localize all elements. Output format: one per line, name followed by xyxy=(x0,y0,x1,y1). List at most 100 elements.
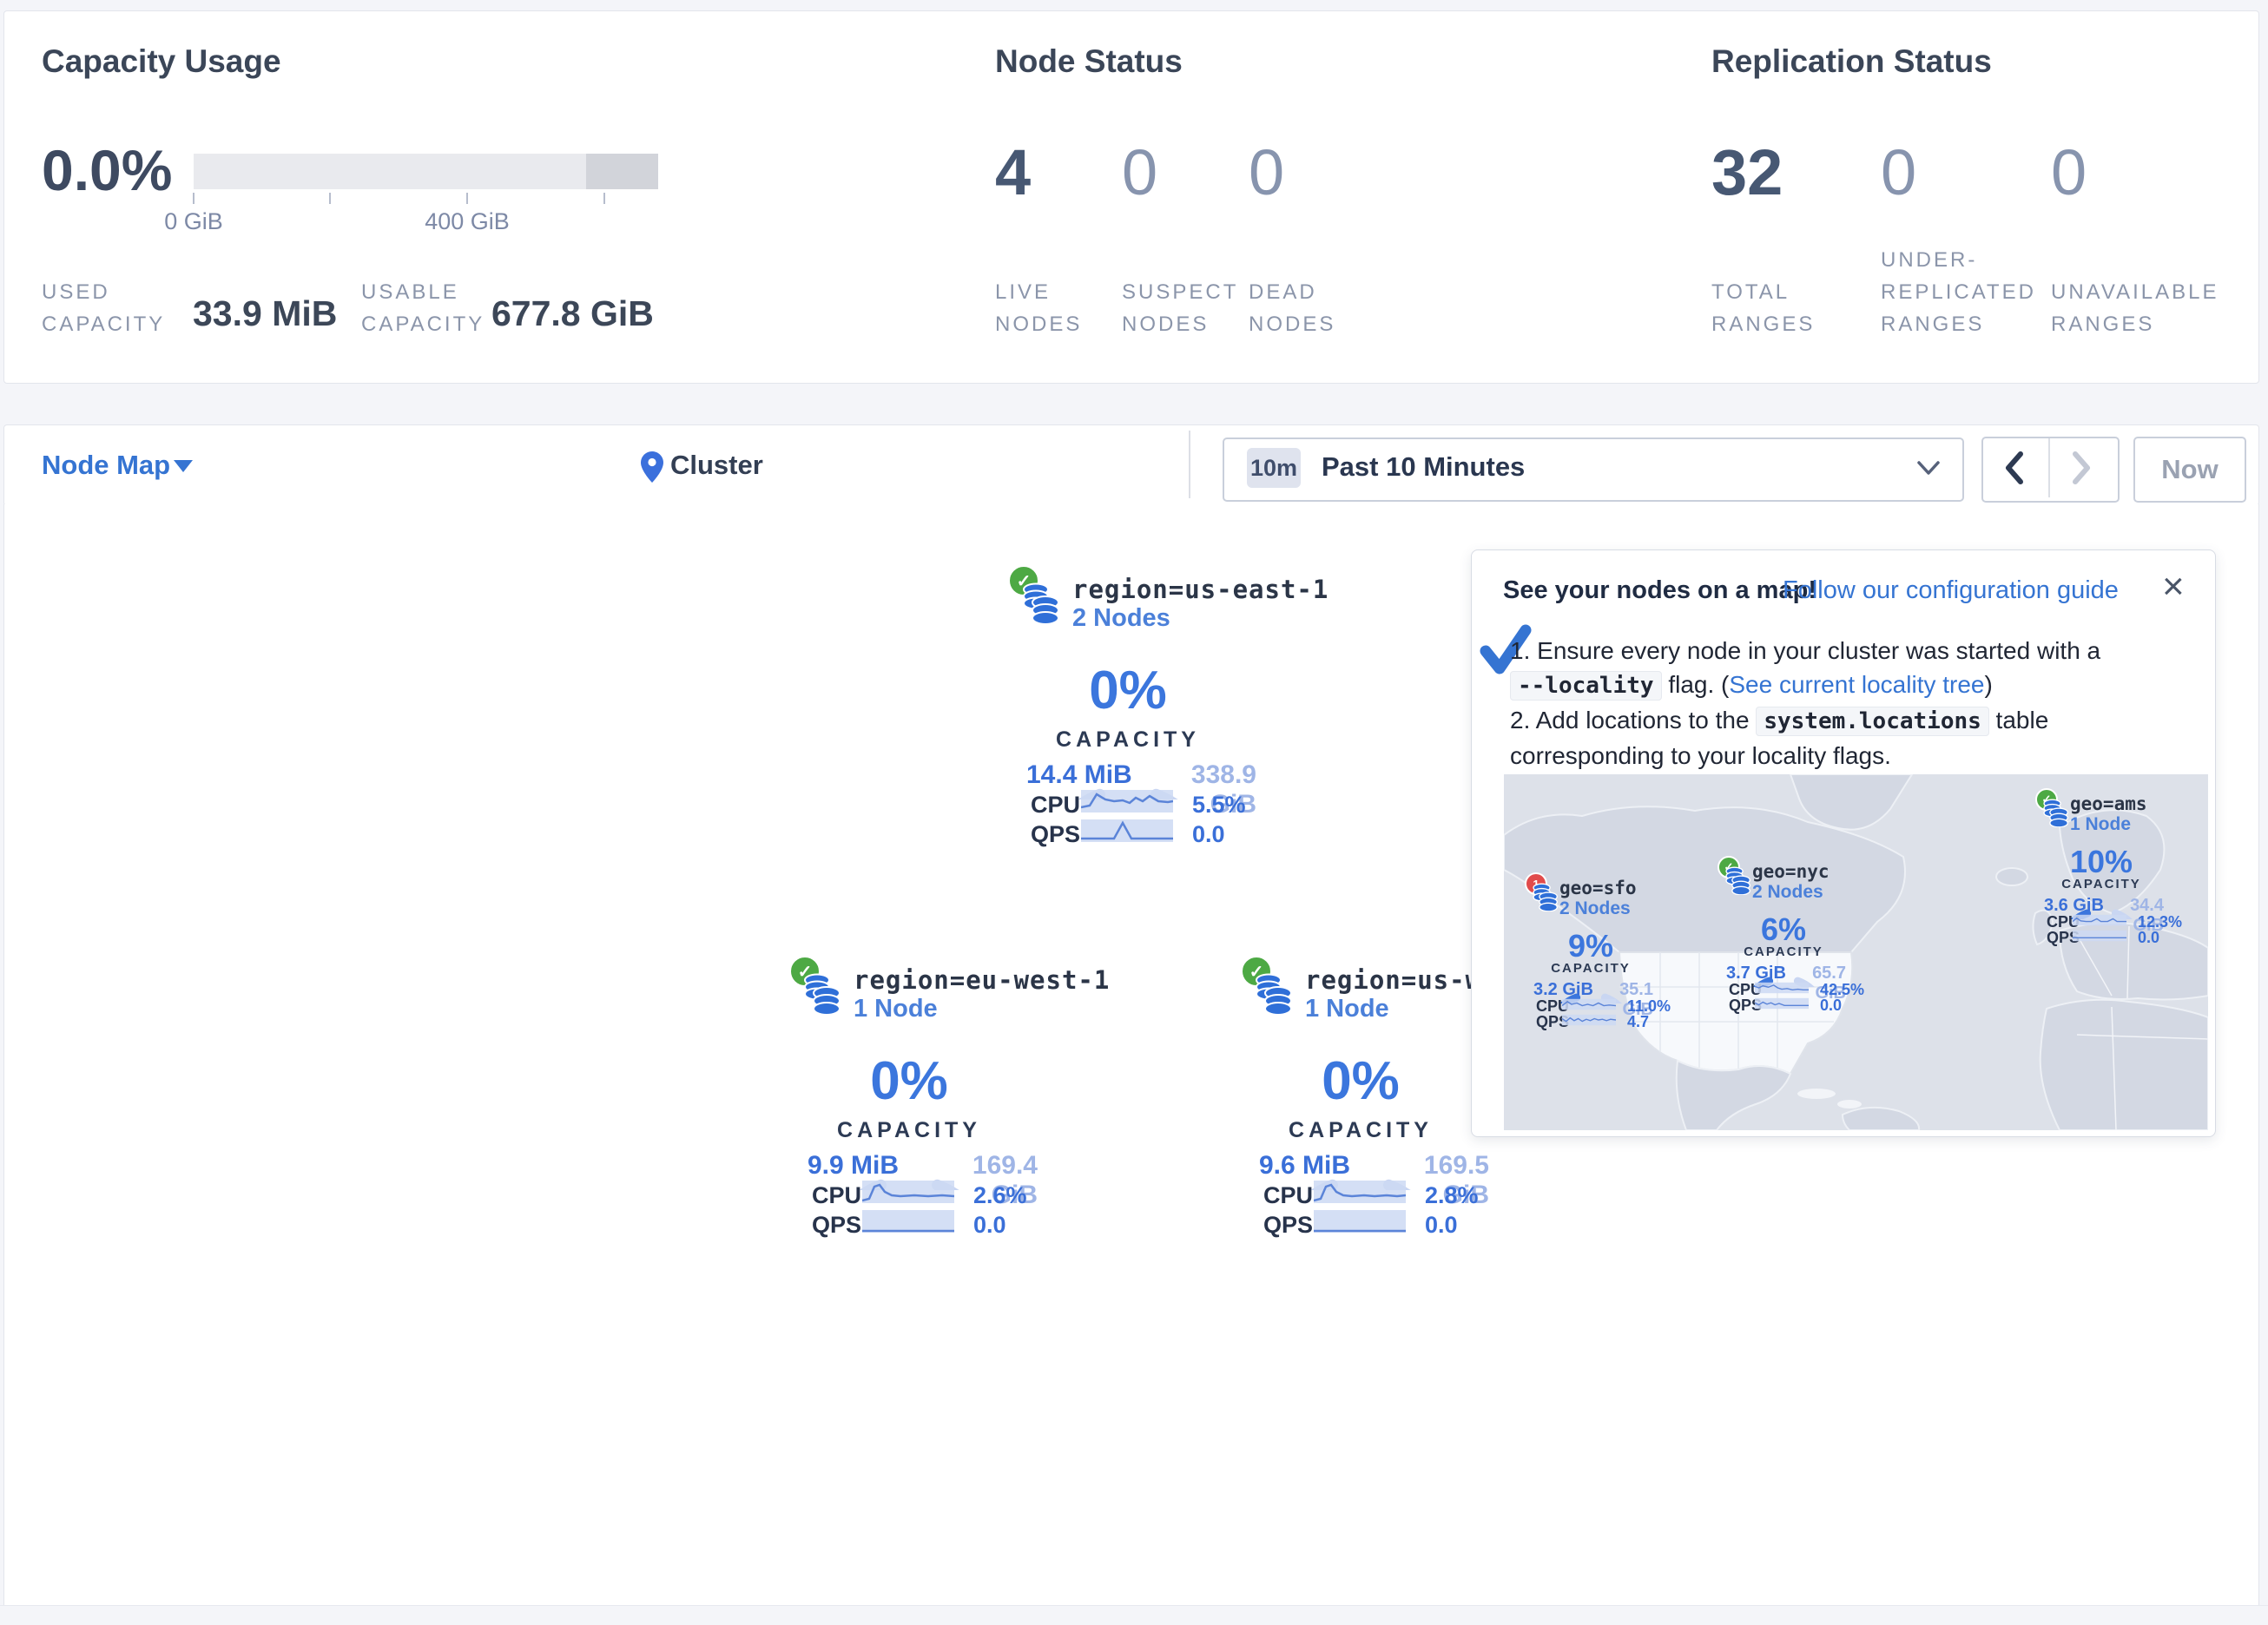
qps-sparkline xyxy=(1562,1014,1616,1026)
region-name: region=eu-west-1 xyxy=(854,965,1111,995)
page-bottom-strip xyxy=(0,1605,2268,1625)
capacity-bar xyxy=(194,154,658,189)
capacity-total: 169.4 GiB xyxy=(972,1151,1038,1209)
cpu-value: 11.0% xyxy=(1627,997,1671,1015)
capacity-total: 169.5 GiB xyxy=(1423,1151,1489,1209)
prev-time-button[interactable] xyxy=(2000,449,2029,487)
under-replicated-ranges-value: 0 xyxy=(1881,136,1917,208)
capacity-tick xyxy=(603,193,605,204)
cpu-label: CPU xyxy=(1031,792,1081,818)
total-ranges-label: TOTAL RANGES xyxy=(1711,276,1815,340)
region-group-us-west-1[interactable]: ✓ region=us-west-1 1 Node 0% CAPACITY 9.… xyxy=(1237,953,1689,1248)
database-nodes-icon xyxy=(1256,973,1292,1015)
capacity-used: 3.7 GiB xyxy=(1726,964,1786,983)
step-1: 1. Ensure every node in your cluster was… xyxy=(1510,634,2192,703)
capacity-total: 35.1 GiB xyxy=(1619,980,1653,1019)
now-button[interactable]: Now xyxy=(2133,437,2246,503)
capacity-tick xyxy=(329,193,331,204)
dead-nodes-label: DEAD NODES xyxy=(1249,276,1335,340)
suspect-nodes-label: SUSPECT NODES xyxy=(1122,276,1238,340)
capacity-caption: CAPACITY xyxy=(1056,727,1200,752)
qps-value: 0.0 xyxy=(1425,1212,1458,1238)
warning-count: 1 xyxy=(1533,877,1539,891)
qps-sparkline xyxy=(1314,1210,1406,1233)
total-ranges-label-line2: RANGES xyxy=(1711,312,1816,336)
qps-label: QPS xyxy=(812,1212,862,1238)
database-nodes-icon xyxy=(1533,883,1558,911)
toolbar-divider xyxy=(1189,431,1190,498)
unavailable-ranges-label: UNAVAILABLE RANGES xyxy=(2051,276,2219,340)
database-nodes-icon xyxy=(804,973,841,1015)
capacity-used: 9.6 MiB xyxy=(1259,1151,1351,1180)
capacity-used: 3.6 GiB xyxy=(2044,896,2104,915)
qps-sparkline xyxy=(1081,819,1173,842)
chevron-down-icon xyxy=(174,460,193,472)
step-1-text2: flag. ( xyxy=(1661,671,1730,698)
region-node-count: 1 Node xyxy=(854,995,938,1023)
locality-tree-link[interactable]: See current locality tree xyxy=(1729,671,1985,698)
total-ranges-label-line1: TOTAL xyxy=(1711,280,1790,304)
usable-capacity-label-line2: CAPACITY xyxy=(361,312,485,336)
total-ranges-value: 32 xyxy=(1711,136,1783,208)
capacity-bar-other-segment xyxy=(586,154,658,189)
usable-capacity-value: 677.8 GiB xyxy=(491,293,654,333)
cpu-sparkline xyxy=(862,1181,954,1203)
cpu-value: 12.3% xyxy=(2138,913,2183,931)
capacity-tick xyxy=(466,193,468,204)
locality-name: geo=nyc xyxy=(1752,861,1830,882)
step-done-check-icon xyxy=(1480,624,1532,674)
system-locations-code: system.locations xyxy=(1756,707,1989,736)
cpu-sparkline xyxy=(1755,982,1809,994)
capacity-tick-label-0: 0 GiB xyxy=(164,208,223,234)
region-group-eu-west-1[interactable]: ✓ region=eu-west-1 1 Node 0% CAPACITY 9.… xyxy=(786,953,1237,1248)
qps-label: QPS xyxy=(1263,1212,1314,1238)
qps-value: 0.0 xyxy=(2138,929,2160,946)
used-capacity-label: USED CAPACITY xyxy=(42,276,165,340)
suspect-nodes-label-line1: SUSPECT xyxy=(1122,280,1239,304)
capacity-used: 14.4 MiB xyxy=(1026,760,1132,789)
capacity-tick-label-400: 400 GiB xyxy=(425,208,510,234)
database-nodes-icon xyxy=(2043,799,2068,827)
time-range-select[interactable] xyxy=(1223,438,1964,502)
capacity-percent: 0% xyxy=(1322,1051,1400,1111)
pager-divider xyxy=(2048,438,2050,497)
under-replicated-label-line3: RANGES xyxy=(1881,312,1985,336)
cpu-label: CPU xyxy=(1536,997,1570,1015)
region-group-us-east-1[interactable]: ✓ region=us-east-1 2 Nodes 0% CAPACITY 1… xyxy=(1005,562,1456,858)
breadcrumb-cluster[interactable]: Cluster xyxy=(670,450,763,480)
close-icon[interactable]: × xyxy=(2162,565,2185,608)
locality-node-count: 1 Node xyxy=(2070,814,2132,834)
capacity-usage-percent: 0.0% xyxy=(42,138,173,202)
view-selector-node-map[interactable]: Node Map xyxy=(42,450,171,480)
configuration-guide-link[interactable]: Follow our configuration guide xyxy=(1783,576,2119,604)
cpu-sparkline xyxy=(2073,914,2126,926)
live-nodes-value: 4 xyxy=(995,136,1032,208)
cpu-label: CPU xyxy=(812,1182,862,1208)
next-time-button[interactable] xyxy=(2067,449,2096,487)
qps-label: QPS xyxy=(1031,821,1081,847)
cpu-label: CPU xyxy=(2047,913,2080,931)
qps-label: QPS xyxy=(1729,997,1763,1014)
qps-label: QPS xyxy=(2047,929,2080,946)
usable-capacity-label-line1: USABLE xyxy=(361,280,459,304)
step-2: 2. Add locations to the system.locations… xyxy=(1510,703,2192,773)
qps-value: 0.0 xyxy=(1820,997,1843,1014)
locality-geo-nyc: ✓ geo=nyc 2 Nodes 6% CAPACITY 3.7 GiB 65… xyxy=(1717,856,1943,1038)
step-2-number: 2. xyxy=(1510,707,1531,734)
capacity-tick xyxy=(193,193,194,204)
check-glyph: ✓ xyxy=(1724,860,1734,873)
locality-name: geo=sfo xyxy=(1559,878,1637,898)
under-replicated-ranges-label: UNDER- REPLICATED RANGES xyxy=(1881,244,2036,340)
used-capacity-value: 33.9 MiB xyxy=(193,293,338,333)
usable-capacity-label: USABLE CAPACITY xyxy=(361,276,485,340)
locality-geo-ams: ✓ geo=ams 1 Node 10% CAPACITY 3.6 GiB 34… xyxy=(2035,788,2261,970)
suspect-nodes-value: 0 xyxy=(1122,136,1158,208)
capacity-percent: 10% xyxy=(2069,844,2133,879)
qps-sparkline xyxy=(1755,997,1809,1010)
qps-sparkline xyxy=(862,1210,954,1233)
under-replicated-label-line1: UNDER- xyxy=(1881,248,1978,272)
step-1-text: Ensure every node in your cluster was st… xyxy=(1537,637,2101,664)
cpu-sparkline xyxy=(1081,790,1173,812)
card-title: See your nodes on a map! xyxy=(1503,576,1816,604)
